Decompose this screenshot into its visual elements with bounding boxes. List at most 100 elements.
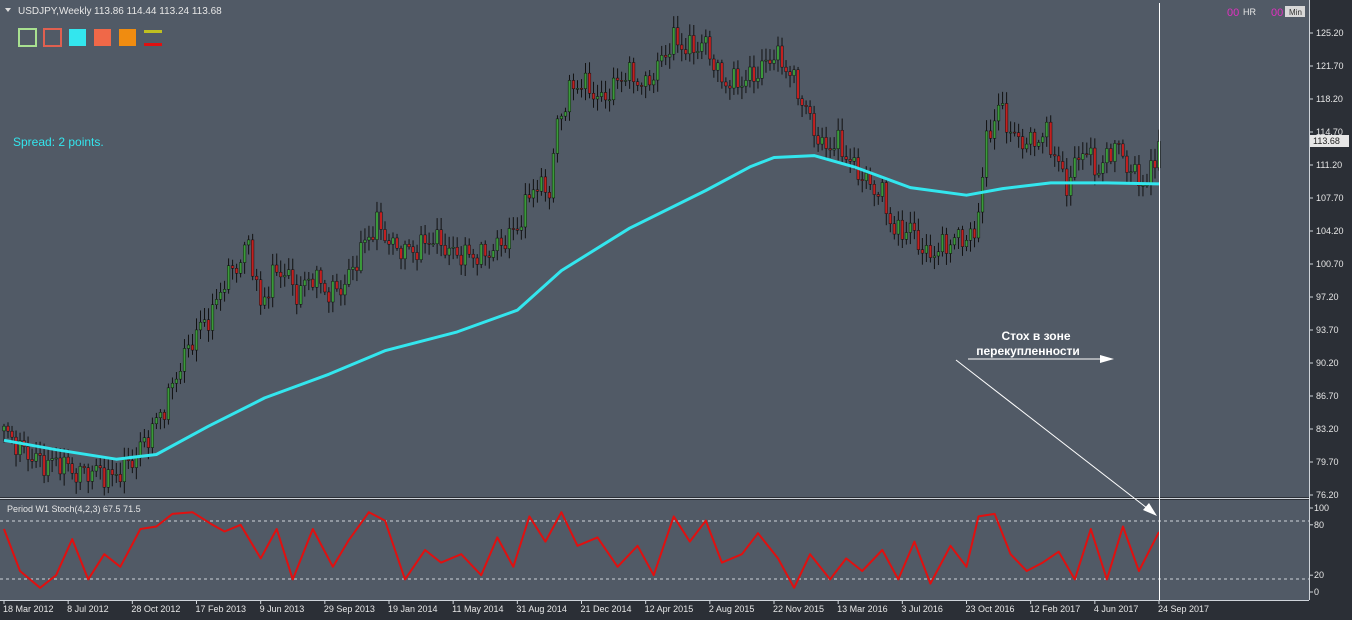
symbol-dropdown-icon[interactable] (5, 8, 11, 12)
time-tick-label: 22 Nov 2015 (773, 604, 824, 614)
candle (668, 43, 672, 69)
candle (359, 230, 363, 274)
candle (315, 265, 319, 299)
candle-body (391, 237, 395, 245)
stoch-axis-ticks: 100 80 20 0 (1309, 503, 1329, 597)
candle-body (692, 35, 696, 53)
candle (431, 232, 435, 247)
candle (1105, 142, 1109, 174)
candle-body (652, 79, 656, 86)
candle-body (724, 81, 728, 87)
candle (419, 225, 423, 263)
candle-body (760, 60, 764, 79)
candle (740, 76, 744, 100)
candle (900, 210, 904, 249)
candle-body (748, 66, 752, 81)
candle (555, 115, 559, 163)
candle (956, 227, 961, 249)
candle-body (299, 285, 303, 305)
time-tick-label: 9 Jun 2013 (260, 604, 305, 614)
candle (86, 463, 90, 494)
candle-body (1101, 162, 1105, 174)
candle-body (872, 184, 876, 195)
hr-prefix: 00 (1227, 7, 1239, 19)
candle (90, 465, 94, 490)
candle-body (415, 252, 419, 260)
candle-body (816, 135, 820, 145)
candle-body (764, 59, 768, 62)
candle-body (924, 245, 928, 254)
candle-body (563, 111, 568, 117)
candle-body (347, 269, 351, 285)
candle (150, 417, 154, 457)
candle (219, 282, 223, 311)
candle (118, 462, 122, 488)
hr-label: HR (1243, 7, 1256, 17)
candle (595, 84, 600, 111)
candle (904, 221, 908, 245)
candle-body (267, 296, 271, 299)
candle (820, 127, 824, 151)
candle-body (604, 92, 608, 101)
candle (784, 60, 788, 79)
candle (583, 62, 588, 101)
candle-body (327, 291, 331, 303)
swatch-coral[interactable] (94, 29, 111, 46)
candle-body (70, 463, 74, 474)
candle (210, 293, 215, 340)
time-tick-label: 4 Jun 2017 (1094, 604, 1139, 614)
swatch-outline-red[interactable] (43, 28, 62, 47)
candle (1125, 150, 1129, 184)
swatch-cyan[interactable] (69, 29, 86, 46)
candle (680, 33, 684, 62)
candle (383, 221, 387, 244)
swatch-orange[interactable] (119, 29, 136, 46)
candle (231, 259, 235, 280)
candle (591, 81, 596, 108)
candle (6, 422, 10, 439)
candle-body (768, 59, 772, 64)
candle (1017, 123, 1021, 148)
time-tick-label: 24 Sep 2017 (1158, 604, 1209, 614)
candle-body (1093, 147, 1097, 176)
candle (403, 240, 407, 270)
swatch-line-green[interactable] (144, 30, 162, 33)
candle-body (876, 194, 880, 197)
candle-body (463, 244, 467, 266)
candle-body (636, 81, 640, 86)
candle (459, 246, 463, 275)
candle-body (1045, 121, 1049, 138)
candle (371, 226, 375, 243)
candle (989, 119, 993, 143)
swatch-outline-green[interactable] (18, 28, 37, 47)
candle-body (972, 228, 977, 239)
candle (30, 448, 34, 469)
candle-body (311, 278, 315, 288)
candle (960, 225, 965, 256)
candle-body (126, 459, 130, 461)
candle-body (1089, 147, 1093, 155)
price-tick-label: 114.70 (1316, 127, 1343, 137)
candle (840, 118, 844, 165)
candle (1041, 132, 1045, 154)
candle (884, 177, 888, 226)
price-pane-background (0, 0, 1309, 497)
candle-body (6, 425, 10, 432)
candle-body (243, 244, 247, 263)
candle-body (1085, 153, 1089, 155)
candle-body (38, 453, 42, 456)
candle (876, 191, 880, 205)
swatch-line-red[interactable] (144, 43, 162, 46)
candle-body (680, 44, 684, 50)
candle (936, 242, 940, 266)
candle (543, 169, 547, 202)
candle (391, 232, 395, 255)
candle-body (632, 62, 636, 82)
candle (331, 275, 335, 313)
candle (948, 239, 953, 263)
candle (26, 436, 30, 472)
candle-body (515, 228, 519, 231)
candle (976, 202, 981, 243)
candle-body (595, 96, 600, 100)
candle (351, 255, 355, 281)
